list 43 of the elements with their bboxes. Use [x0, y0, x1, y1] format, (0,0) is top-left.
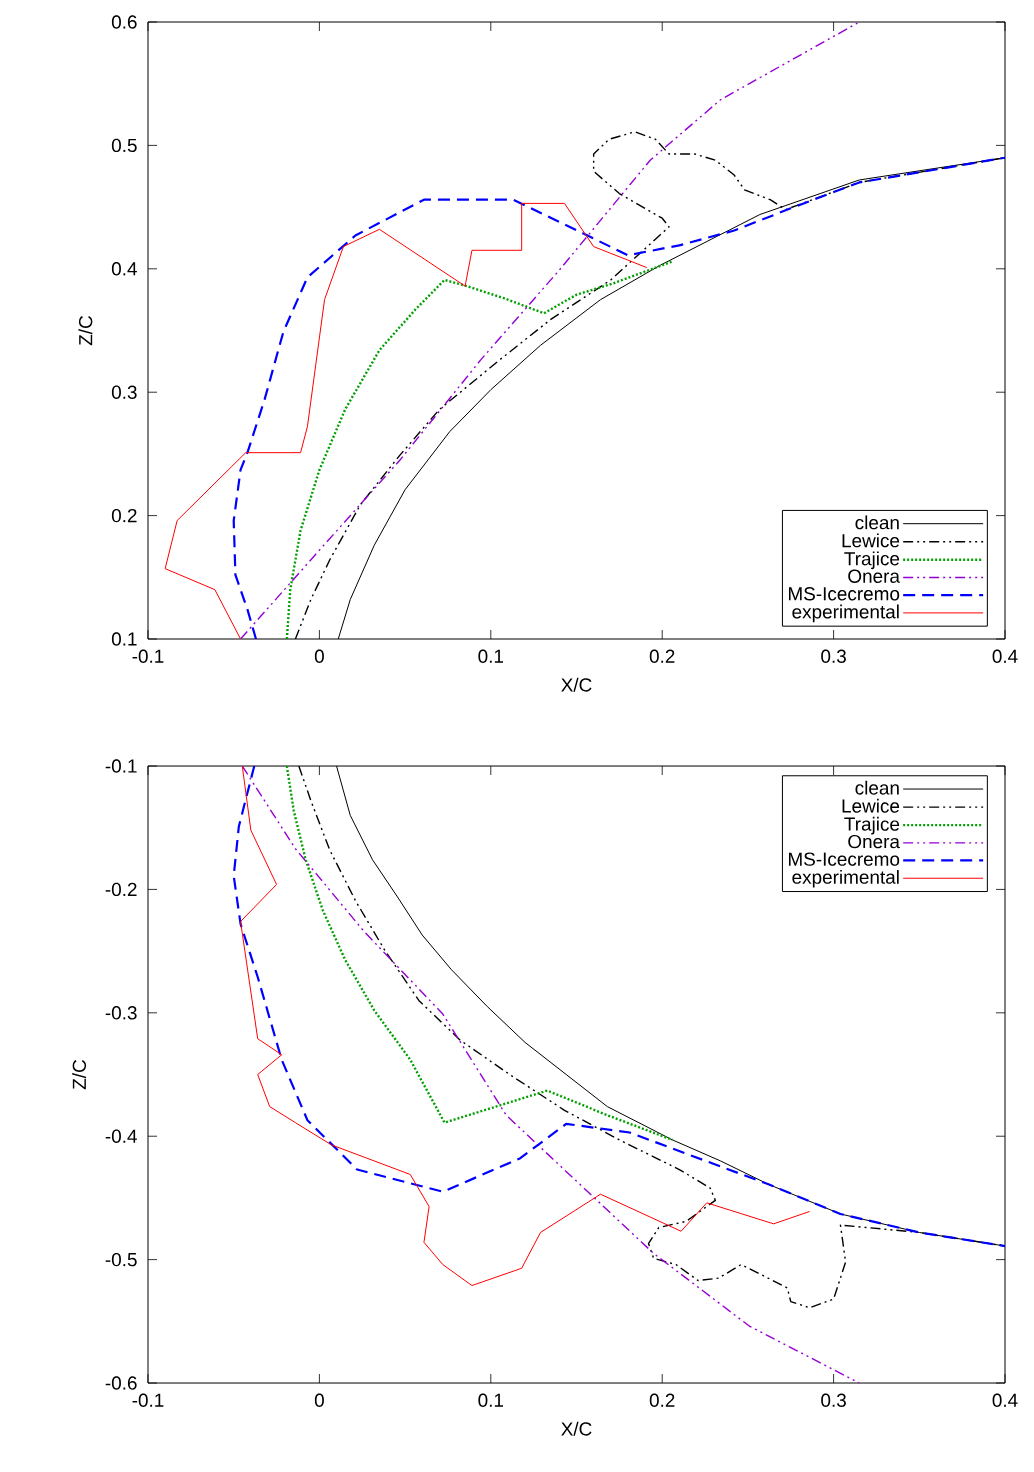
x-tick-label: 0.3 [821, 649, 846, 663]
x-tick-label: 0.2 [649, 649, 675, 663]
x-tick-label: 0.4 [992, 649, 1018, 663]
legend-label: Trajice [844, 551, 900, 570]
y-tick-label: 0.3 [111, 385, 137, 399]
line-series [285, 766, 674, 1142]
y-tick-label: 0.5 [111, 138, 137, 153]
x-tick-label: -0.1 [132, 649, 164, 663]
legend-label: experimental [792, 604, 899, 623]
line-series [164, 202, 648, 640]
y-tick-label: -0.5 [105, 1252, 137, 1267]
y-tick-label: -0.6 [105, 1376, 137, 1390]
x-axis-title: X/C [561, 677, 592, 692]
legend-label: clean [855, 515, 899, 530]
legend-label: Lewice [842, 798, 900, 813]
legend-label: Lewice [842, 533, 900, 548]
x-tick-label: 0.2 [649, 1393, 675, 1407]
x-tick-label: 0.1 [478, 1393, 504, 1407]
x-tick-label: 0.4 [992, 1393, 1018, 1407]
y-tick-label: 0.6 [111, 15, 137, 29]
legend-label: clean [855, 780, 899, 795]
x-axis-title: X/C [561, 1421, 592, 1436]
line-series [285, 260, 674, 640]
legend-label: experimental [792, 869, 899, 888]
x-tick-label: 0.3 [821, 1393, 846, 1407]
y-tick-label: -0.2 [105, 882, 137, 897]
y-tick-label: 0.4 [111, 262, 137, 276]
legend-label: MS-Icecremo [788, 852, 900, 866]
legend-label: Onera [848, 569, 900, 583]
legend-label: Trajice [844, 816, 900, 835]
y-tick-label: -0.4 [105, 1129, 137, 1143]
x-tick-label: 0 [314, 649, 324, 663]
y-tick-label: -0.1 [105, 759, 137, 773]
y-tick-label: 0.2 [111, 508, 137, 523]
y-axis-title: Z/C [72, 1060, 87, 1090]
y-tick-label: -0.3 [105, 1006, 137, 1020]
legend-label: Onera [848, 834, 900, 849]
legend-label: MS-Icecremo [788, 587, 900, 601]
x-tick-label: 0 [314, 1393, 324, 1407]
x-tick-label: 0.1 [478, 649, 504, 663]
x-tick-label: -0.1 [132, 1393, 164, 1407]
y-axis-title: Z/C [78, 315, 93, 346]
y-tick-label: 0.1 [111, 632, 137, 646]
